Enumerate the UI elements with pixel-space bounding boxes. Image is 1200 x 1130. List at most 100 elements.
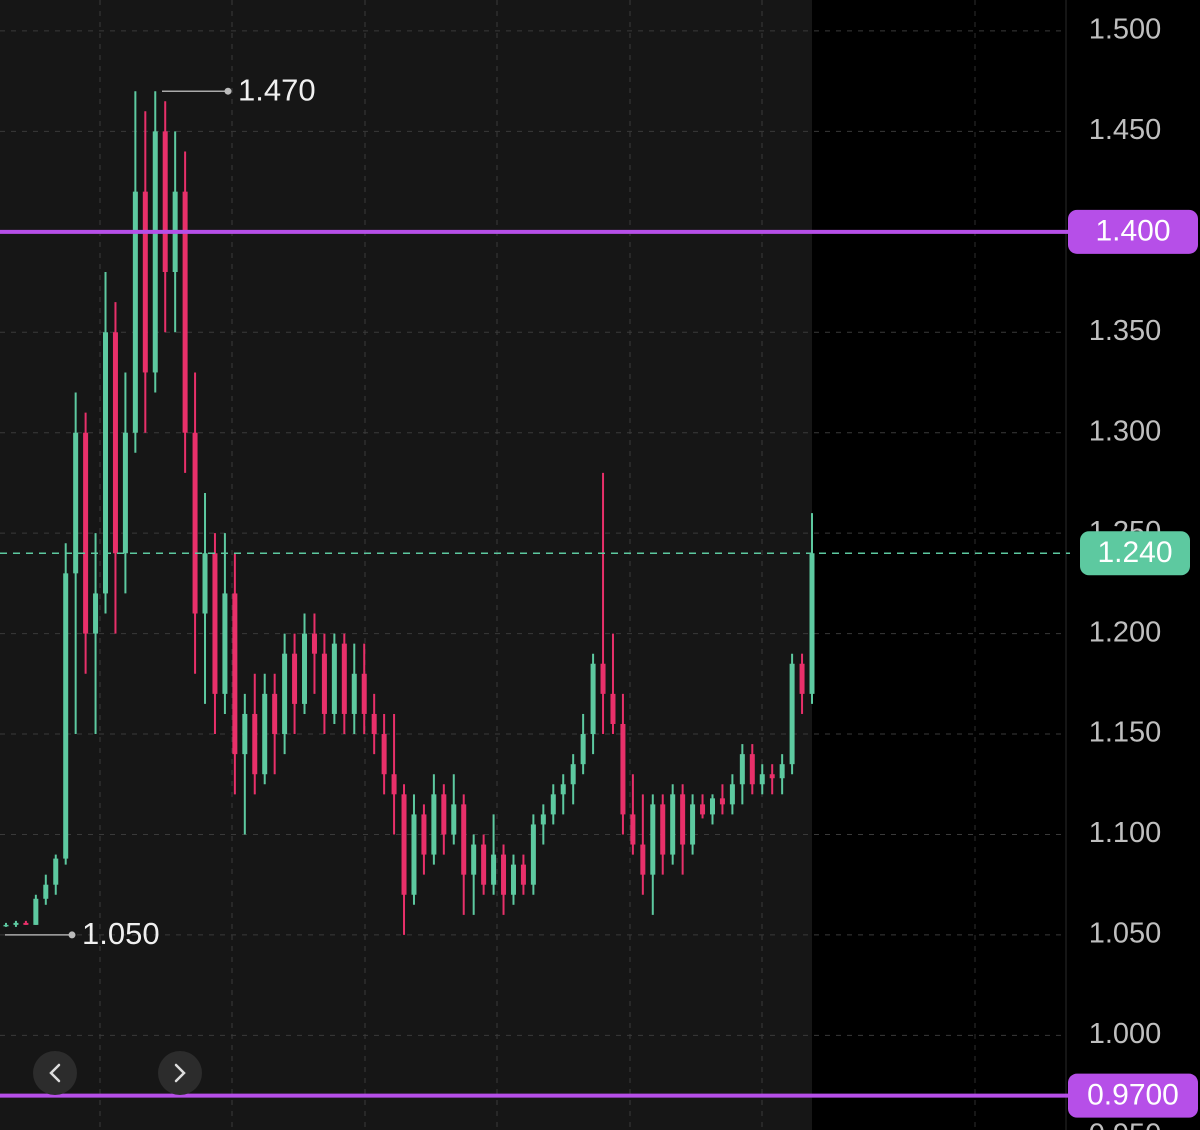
candle-body <box>560 784 566 795</box>
candle-body <box>311 633 317 654</box>
nav-next[interactable] <box>158 1051 202 1095</box>
candle-body <box>540 814 546 825</box>
price-label: 0.9700 <box>1087 1079 1179 1112</box>
y-tick-label: 1.050 <box>1089 918 1162 950</box>
candle-body <box>132 191 138 433</box>
candle-body <box>779 764 785 779</box>
candle-body <box>93 593 99 634</box>
annotations: 1.470 1.050 <box>5 72 316 951</box>
candle-body <box>212 553 218 694</box>
candle-body <box>550 794 556 815</box>
candle-body <box>232 593 238 755</box>
y-tick-label: 1.500 <box>1089 14 1162 46</box>
candle-body <box>461 804 467 875</box>
candle-body <box>530 824 536 885</box>
candle-body <box>302 633 308 704</box>
candle-body <box>252 713 258 775</box>
candle-body <box>510 864 516 895</box>
candle-body <box>660 804 666 855</box>
candle-body <box>451 804 457 835</box>
price-label: 1.240 <box>1097 536 1172 569</box>
candle-body <box>680 794 686 845</box>
y-tick-label: 1.150 <box>1089 717 1162 749</box>
nav-prev-button[interactable] <box>33 1051 77 1095</box>
candle-body <box>242 713 248 755</box>
candle-body <box>391 774 397 795</box>
candle-body <box>142 191 148 373</box>
y-tick-label: 0.950 <box>1089 1118 1162 1130</box>
candle-body <box>580 734 586 765</box>
candle-body <box>620 724 626 815</box>
nav-prev-icon <box>49 1063 61 1083</box>
vertical-grid <box>99 0 976 1130</box>
candle-body <box>690 804 696 845</box>
candle-body <box>600 663 606 694</box>
candle-body <box>282 653 288 735</box>
candle-body <box>709 798 715 815</box>
candle-body <box>481 844 487 885</box>
candle-body <box>222 593 228 694</box>
candle-body <box>152 131 158 373</box>
candle-body <box>491 854 497 885</box>
candle-body <box>351 673 357 714</box>
y-tick-label: 1.300 <box>1089 415 1162 447</box>
candle-body <box>640 844 646 875</box>
candle-body <box>411 814 417 895</box>
candle-body <box>381 734 387 775</box>
candle-body <box>769 774 775 779</box>
candle-body <box>13 922 19 925</box>
nav-next-button[interactable] <box>158 1051 202 1095</box>
candle-body <box>73 432 79 574</box>
price-lines: 1.400 0.9700 1.240 <box>0 209 1198 1118</box>
history-region <box>0 0 812 1130</box>
candle-body <box>341 643 347 714</box>
candle-body <box>23 922 29 925</box>
candle-body <box>331 643 337 714</box>
candle-body <box>670 794 676 855</box>
candle-body <box>590 663 596 735</box>
price-label-box <box>1068 1073 1198 1118</box>
candle-body <box>33 898 39 925</box>
candle-body <box>182 191 188 433</box>
annotation-label: 1.470 <box>238 72 316 107</box>
y-tick-label: 1.450 <box>1089 114 1162 146</box>
price-label-box <box>1068 209 1198 254</box>
candle-body <box>53 858 59 885</box>
candle-body <box>43 884 49 899</box>
candle-body <box>739 754 745 785</box>
candle-body <box>122 432 128 554</box>
candle-body <box>441 794 447 835</box>
candle-body <box>501 854 507 895</box>
candle-body <box>421 814 427 855</box>
annotation-dot <box>68 931 76 939</box>
price-label-box <box>1080 531 1190 576</box>
price-label: 1.400 <box>1095 215 1170 248</box>
candle-body <box>192 432 198 614</box>
candle-body <box>729 784 735 805</box>
candle-body <box>520 864 526 885</box>
candle-body <box>570 764 576 785</box>
candle-body <box>371 713 377 735</box>
candle-body <box>789 663 795 765</box>
y-tick-label: 1.100 <box>1089 817 1162 849</box>
candle-body <box>749 754 755 785</box>
y-tick-label: 1.350 <box>1089 315 1162 347</box>
annotation-dot <box>224 87 232 95</box>
candle-body <box>809 553 815 694</box>
nav-prev[interactable] <box>33 1051 77 1095</box>
y-tick-label: 1.200 <box>1089 616 1162 648</box>
candle-body <box>321 653 327 714</box>
candle-body <box>112 332 118 554</box>
candle-body <box>202 553 208 614</box>
nav-next-icon <box>174 1063 186 1083</box>
candles <box>3 91 815 935</box>
candle-body <box>799 663 805 694</box>
candle-body <box>103 332 109 594</box>
candle-body <box>719 798 725 805</box>
candle-body <box>610 693 616 725</box>
candle-body <box>759 774 765 785</box>
candle-body <box>3 924 9 927</box>
candle-body <box>262 693 268 775</box>
candle-body <box>292 653 298 704</box>
